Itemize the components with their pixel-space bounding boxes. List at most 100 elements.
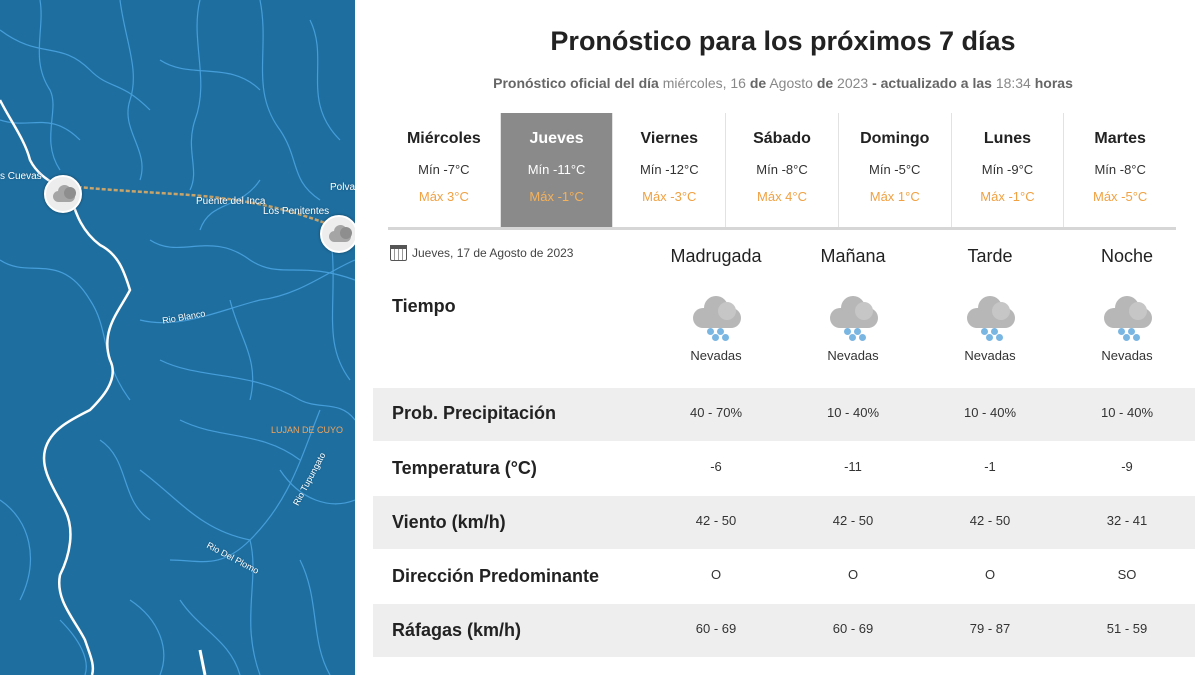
subtitle-time: 18:34 [995, 75, 1031, 91]
map-label-lujan-de-cuyo: LUJAN DE CUYO [271, 425, 344, 435]
period-madrugada: Madrugada [670, 246, 762, 266]
period-manana: Mañana [820, 246, 886, 266]
row-rafagas: Ráfagas (km/h) 60 - 69 60 - 69 79 - 87 5… [373, 604, 1195, 657]
map-marker-los-penitentes[interactable] [320, 215, 355, 253]
map-label-puente-del-inca: Puente del Inca [196, 196, 266, 207]
subtitle-updated: - actualizado a las [872, 75, 992, 91]
subtitle-de-1: de [749, 75, 767, 91]
weather-tarde: Nevadas [921, 292, 1059, 363]
day-name: Miércoles [406, 130, 481, 147]
day-name: Viernes [640, 130, 699, 147]
day-max: Máx 3°C [418, 189, 469, 204]
forecast-subtitle: Pronóstico oficial del día miércoles, 16… [373, 75, 1193, 91]
row-direccion: Dirección Predominante O O O SO [373, 550, 1195, 603]
map-label-las-cuevas: s Cuevas [0, 171, 42, 182]
period-tarde: Tarde [967, 246, 1013, 266]
row-label: Temperatura (°C) [392, 458, 537, 478]
row-cell: 79 - 87 [969, 621, 1011, 636]
day-name: Jueves [529, 130, 584, 147]
day-max: Máx -1°C [529, 189, 584, 204]
map-drawing [0, 0, 355, 675]
row-cell: -1 [984, 459, 996, 474]
snow-cloud-icon [963, 292, 1017, 341]
row-label: Viento (km/h) [392, 512, 506, 532]
row-cell: -6 [710, 459, 722, 474]
day-min: Mín -9°C [981, 162, 1034, 177]
tab-martes[interactable]: Martes Mín -8°C Máx -5°C [1064, 113, 1176, 227]
day-min: Mín -12°C [639, 162, 699, 177]
forecast-panel: Pronóstico para los próximos 7 días Pron… [373, 0, 1200, 675]
row-cell: 60 - 69 [832, 621, 874, 636]
day-min: Mín -7°C [418, 162, 470, 177]
weather-noche: Nevadas [1058, 292, 1196, 363]
day-max: Máx -5°C [1093, 189, 1148, 204]
snow-cloud-icon [1100, 292, 1154, 341]
day-tabs: Miércoles Mín -7°C Máx 3°C Jueves Mín -1… [388, 113, 1176, 230]
row-label-tiempo: Tiempo [392, 296, 456, 316]
tab-viernes[interactable]: Viernes Mín -12°C Máx -3°C [613, 113, 727, 227]
row-label: Prob. Precipitación [392, 403, 557, 423]
page-title: Pronóstico para los próximos 7 días [550, 26, 1016, 56]
row-cell: 32 - 41 [1106, 513, 1148, 528]
day-name: Martes [1094, 130, 1146, 147]
row-label: Ráfagas (km/h) [392, 620, 522, 640]
row-cell: 10 - 40% [826, 405, 880, 420]
row-cell: 42 - 50 [832, 513, 874, 528]
day-name: Domingo [860, 130, 930, 147]
row-label: Dirección Predominante [392, 566, 600, 586]
day-max: Máx 4°C [757, 189, 808, 204]
row-cell: -9 [1121, 459, 1133, 474]
row-cell: 60 - 69 [695, 621, 737, 636]
weather-text: Nevadas [964, 348, 1016, 363]
tab-jueves[interactable]: Jueves Mín -11°C Máx -1°C [500, 113, 614, 227]
row-cell: O [847, 567, 859, 582]
map-label-polva: Polva [330, 182, 355, 193]
subtitle-year: 2023 [837, 75, 869, 91]
day-max: Máx -1°C [980, 189, 1035, 204]
weather-text: Nevadas [1101, 348, 1153, 363]
row-cell: O [984, 567, 996, 582]
day-name: Lunes [983, 130, 1032, 147]
row-cell: 10 - 40% [1100, 405, 1154, 420]
day-max: Máx -3°C [642, 189, 697, 204]
subtitle-de-2: de [816, 75, 834, 91]
row-cell: O [710, 567, 722, 582]
detail-date-text: Jueves, 17 de Agosto de 2023 [412, 246, 574, 260]
row-prob-precipitacion: Prob. Precipitación 40 - 70% 10 - 40% 10… [373, 388, 1195, 441]
tab-domingo[interactable]: Domingo Mín -5°C Máx 1°C [839, 113, 952, 227]
row-temperatura: Temperatura (°C) -6 -11 -1 -9 [373, 442, 1195, 495]
period-noche: Noche [1100, 246, 1154, 266]
day-min: Mín -11°C [527, 162, 586, 177]
weather-text: Nevadas [827, 348, 879, 363]
subtitle-weekday: miércoles, 16 [662, 75, 746, 91]
weather-manana: Nevadas [784, 292, 922, 363]
map-label-los-penitentes: Los Penitentes [263, 206, 330, 217]
tab-sabado[interactable]: Sábado Mín -8°C Máx 4°C [726, 113, 839, 227]
subtitle-hours: horas [1034, 75, 1073, 91]
row-cell: -11 [844, 459, 862, 474]
weather-text: Nevadas [690, 348, 742, 363]
row-viento: Viento (km/h) 42 - 50 42 - 50 42 - 50 32… [373, 496, 1195, 549]
detail-date: Jueves, 17 de Agosto de 2023 [390, 245, 573, 261]
calendar-icon [390, 245, 407, 261]
weather-madrugada: Nevadas [647, 292, 785, 363]
day-min: Mín -8°C [756, 162, 808, 177]
snow-cloud-icon [689, 292, 743, 341]
map-panel[interactable]: s Cuevas Polva Puente del Inca Los Penit… [0, 0, 355, 675]
row-cell: 51 - 59 [1106, 621, 1148, 636]
row-cell: SO [1117, 567, 1137, 582]
row-cell: 42 - 50 [969, 513, 1011, 528]
day-name: Sábado [753, 130, 811, 147]
row-cell: 42 - 50 [695, 513, 737, 528]
subtitle-official: Pronóstico oficial del día [493, 75, 659, 91]
tab-lunes[interactable]: Lunes Mín -9°C Máx -1°C [952, 113, 1065, 227]
subtitle-month: Agosto [769, 75, 813, 91]
snow-cloud-icon [826, 292, 880, 341]
row-cell: 40 - 70% [689, 405, 743, 420]
day-min: Mín -8°C [1094, 162, 1146, 177]
map-marker-las-cuevas[interactable] [44, 175, 82, 213]
day-min: Mín -5°C [869, 162, 921, 177]
day-max: Máx 1°C [869, 189, 920, 204]
tab-miercoles[interactable]: Miércoles Mín -7°C Máx 3°C [388, 113, 501, 227]
row-cell: 10 - 40% [963, 405, 1017, 420]
